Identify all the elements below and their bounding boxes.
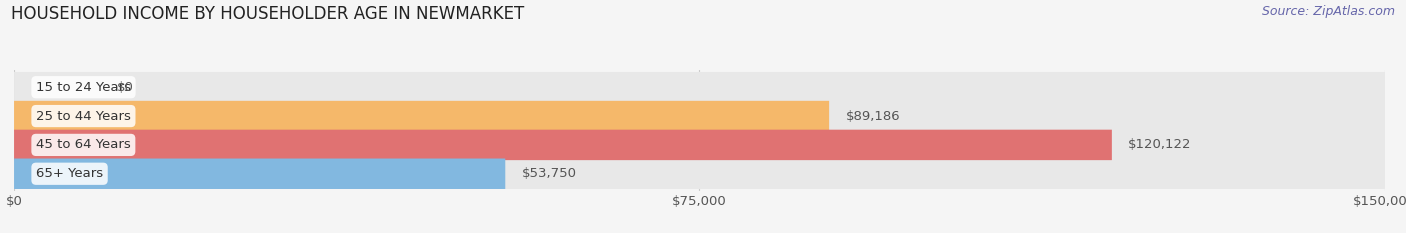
FancyBboxPatch shape [14,158,1385,189]
Text: $89,186: $89,186 [845,110,900,123]
FancyBboxPatch shape [14,158,505,189]
Text: $120,122: $120,122 [1128,138,1192,151]
Text: 65+ Years: 65+ Years [37,167,103,180]
Text: HOUSEHOLD INCOME BY HOUSEHOLDER AGE IN NEWMARKET: HOUSEHOLD INCOME BY HOUSEHOLDER AGE IN N… [11,5,524,23]
FancyBboxPatch shape [14,101,830,131]
Text: $53,750: $53,750 [522,167,576,180]
FancyBboxPatch shape [14,130,1112,160]
FancyBboxPatch shape [14,101,1385,131]
Text: 15 to 24 Years: 15 to 24 Years [37,81,131,94]
Text: $0: $0 [117,81,134,94]
Text: 45 to 64 Years: 45 to 64 Years [37,138,131,151]
Text: Source: ZipAtlas.com: Source: ZipAtlas.com [1261,5,1395,18]
FancyBboxPatch shape [14,130,1385,160]
FancyBboxPatch shape [14,72,1385,103]
Text: 25 to 44 Years: 25 to 44 Years [37,110,131,123]
